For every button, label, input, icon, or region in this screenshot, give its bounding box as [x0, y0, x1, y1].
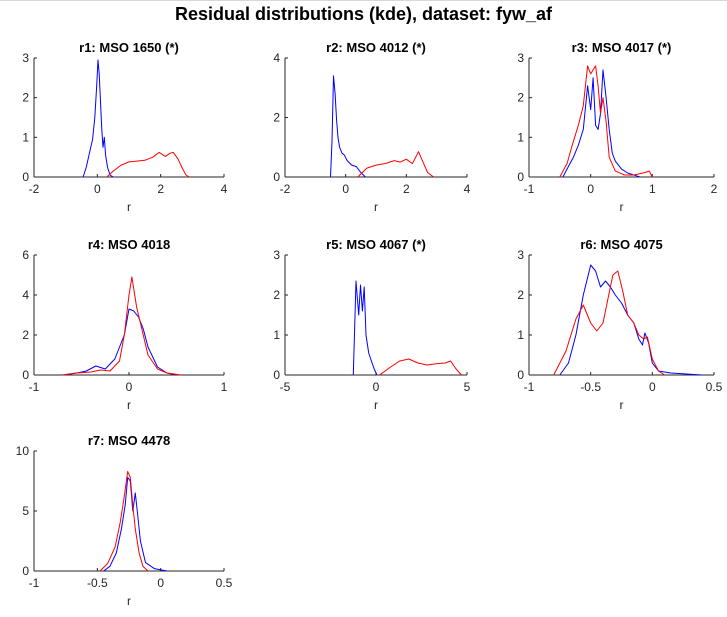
x-tick-label: -0.5 — [87, 576, 108, 590]
y-tick-label: 3 — [273, 248, 280, 262]
x-tick-label: 2 — [403, 182, 410, 196]
x-tick-label: 5 — [464, 380, 471, 394]
x-tick-label: 1 — [221, 380, 228, 394]
x-axis-label: r — [374, 200, 378, 214]
x-tick-label: 0.5 — [216, 576, 233, 590]
subplot-title: r6: MSO 4075 — [580, 237, 662, 252]
y-tick-label: 1 — [22, 130, 29, 144]
x-tick-label: 0.5 — [706, 380, 723, 394]
series-line-2 — [62, 276, 182, 376]
y-tick-label: 6 — [22, 248, 29, 262]
x-tick-label: -1 — [524, 182, 535, 196]
x-axis-label: r — [127, 398, 131, 412]
x-axis-label: r — [620, 398, 624, 412]
y-tick-label: 1 — [517, 328, 524, 342]
series-line-2 — [559, 65, 653, 178]
y-tick-label: 2 — [517, 288, 524, 302]
series-line-2 — [553, 270, 665, 376]
x-tick-label: 4 — [221, 182, 228, 196]
y-tick-label: 2 — [273, 111, 280, 125]
series-line-1 — [352, 280, 378, 376]
x-tick-label: 0 — [342, 182, 349, 196]
y-tick-label: 5 — [22, 504, 29, 518]
subplot-title: r5: MSO 4067 (*) — [326, 237, 426, 252]
x-tick-label: 0 — [587, 182, 594, 196]
x-tick-label: 0 — [373, 380, 380, 394]
subplot-title: r4: MSO 4018 — [88, 237, 170, 252]
y-tick-label: 1 — [517, 130, 524, 144]
y-tick-label: 3 — [517, 51, 524, 65]
subplot-title: r2: MSO 4012 (*) — [326, 40, 426, 55]
x-tick-label: 0 — [649, 380, 656, 394]
x-tick-label: -1 — [29, 576, 40, 590]
subplot-title: r7: MSO 4478 — [88, 433, 170, 448]
y-tick-label: 2 — [517, 91, 524, 105]
x-tick-label: -2 — [280, 182, 291, 196]
x-tick-label: 0 — [157, 576, 164, 590]
x-tick-label: -5 — [280, 380, 291, 394]
series-line-2 — [99, 470, 149, 572]
x-axis-label: r — [374, 398, 378, 412]
subplot-title: r1: MSO 1650 (*) — [79, 40, 179, 55]
y-tick-label: 0 — [517, 170, 524, 184]
top-border — [0, 0, 727, 1]
subplot-6: -1 -0.5 0 0.5 0 1 2 3 r6: MSO 4075 r — [517, 237, 722, 412]
x-tick-label: 0 — [94, 182, 101, 196]
y-tick-label: 1 — [273, 328, 280, 342]
x-tick-label: 0 — [126, 380, 133, 394]
x-tick-label: 4 — [464, 182, 471, 196]
subplot-title: r3: MSO 4017 (*) — [572, 40, 672, 55]
x-axis-label: r — [127, 200, 131, 214]
subplot-7: -1 -0.5 0 0.5 0 5 10 r7: MSO 4478 r — [16, 433, 233, 608]
x-axis-label: r — [127, 594, 131, 608]
x-tick-label: -2 — [29, 182, 40, 196]
series-line-2 — [357, 151, 434, 178]
y-tick-label: 0 — [273, 368, 280, 382]
series-line-1 — [559, 264, 702, 376]
series-line-1 — [103, 476, 168, 572]
series-line-2 — [106, 151, 190, 178]
y-tick-label: 3 — [22, 51, 29, 65]
y-tick-label: 4 — [273, 51, 280, 65]
y-tick-label: 4 — [22, 288, 29, 302]
x-tick-label: -0.5 — [580, 380, 601, 394]
y-tick-label: 3 — [517, 248, 524, 262]
x-tick-label: 1 — [649, 182, 656, 196]
series-line-2 — [379, 358, 462, 376]
y-tick-label: 2 — [22, 91, 29, 105]
y-tick-label: 10 — [16, 444, 30, 458]
series-line-1 — [62, 308, 177, 376]
figure-title: Residual distributions (kde), dataset: f… — [174, 4, 553, 24]
x-tick-label: -1 — [29, 380, 40, 394]
x-axis-label: r — [620, 200, 624, 214]
series-line-1 — [562, 69, 641, 178]
series-line-1 — [330, 75, 366, 178]
series-line-1 — [82, 59, 114, 178]
y-tick-label: 0 — [517, 368, 524, 382]
y-tick-label: 0 — [22, 170, 29, 184]
x-tick-label: 2 — [157, 182, 164, 196]
y-tick-label: 2 — [22, 328, 29, 342]
y-tick-label: 0 — [22, 368, 29, 382]
y-tick-label: 2 — [273, 288, 280, 302]
y-tick-label: 0 — [22, 564, 29, 578]
y-tick-label: 0 — [273, 170, 280, 184]
x-tick-label: 2 — [711, 182, 718, 196]
x-tick-label: -1 — [524, 380, 535, 394]
